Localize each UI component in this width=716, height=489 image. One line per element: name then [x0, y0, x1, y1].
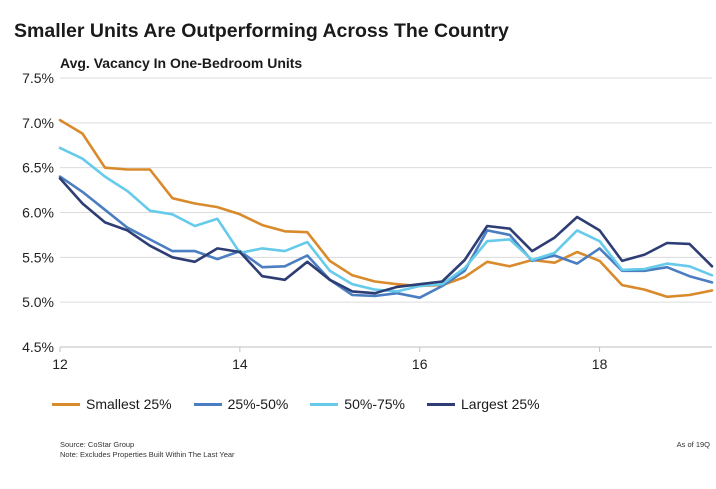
legend-swatch [193, 402, 222, 406]
x-axis-ticks: 12 14 16 18 [52, 347, 608, 372]
legend-label: Smallest 25% [86, 396, 172, 412]
x-tick-label: 16 [412, 356, 428, 372]
series-line [58, 118, 714, 299]
y-tick-label: 7.5% [22, 70, 54, 86]
y-tick-label: 6.5% [22, 160, 54, 176]
legend-item: Smallest 25% [52, 396, 172, 412]
y-tick-label: 5.5% [22, 249, 54, 265]
as-of-label: As of 19Q [676, 440, 710, 449]
legend-swatch [310, 402, 339, 406]
chart-title: Avg. Vacancy In One-Bedroom Units [60, 55, 303, 71]
y-axis-ticks: 4.5% 5.0% 5.5% 6.0% 6.5% 7.0% 7.5% [22, 70, 54, 355]
y-tick-label: 6.0% [22, 205, 54, 221]
legend-item: 50%-75% [310, 396, 405, 412]
series-line [58, 177, 714, 295]
y-tick-label: 7.0% [22, 115, 54, 131]
legend-item: Largest 25% [427, 396, 540, 412]
x-tick-label: 18 [592, 356, 608, 372]
legend-label: 50%-75% [344, 396, 405, 412]
chart-source: Source: CoStar Group Note: Excludes Prop… [60, 440, 235, 460]
page-title: Smaller Units Are Outperforming Across T… [14, 20, 509, 42]
legend-label: 25%-50% [227, 396, 289, 412]
series-lines [58, 118, 714, 300]
series-line [58, 175, 714, 300]
x-tick-label: 14 [232, 356, 248, 372]
note-text: Note: Excludes Properties Built Within T… [60, 450, 235, 459]
legend-swatch [52, 402, 80, 406]
y-tick-label: 4.5% [22, 339, 54, 355]
legend-item: 25%-50% [193, 396, 289, 412]
legend-label: Largest 25% [461, 396, 540, 412]
grid-lines [60, 77, 712, 303]
legend-swatch [427, 402, 455, 406]
x-tick-label: 12 [52, 356, 68, 372]
series-line [58, 146, 714, 293]
chart-legend: Smallest 25% 25%-50% 50%-75% Largest 25% [52, 396, 562, 412]
y-tick-label: 5.0% [22, 294, 54, 310]
source-text: Source: CoStar Group [60, 440, 135, 449]
